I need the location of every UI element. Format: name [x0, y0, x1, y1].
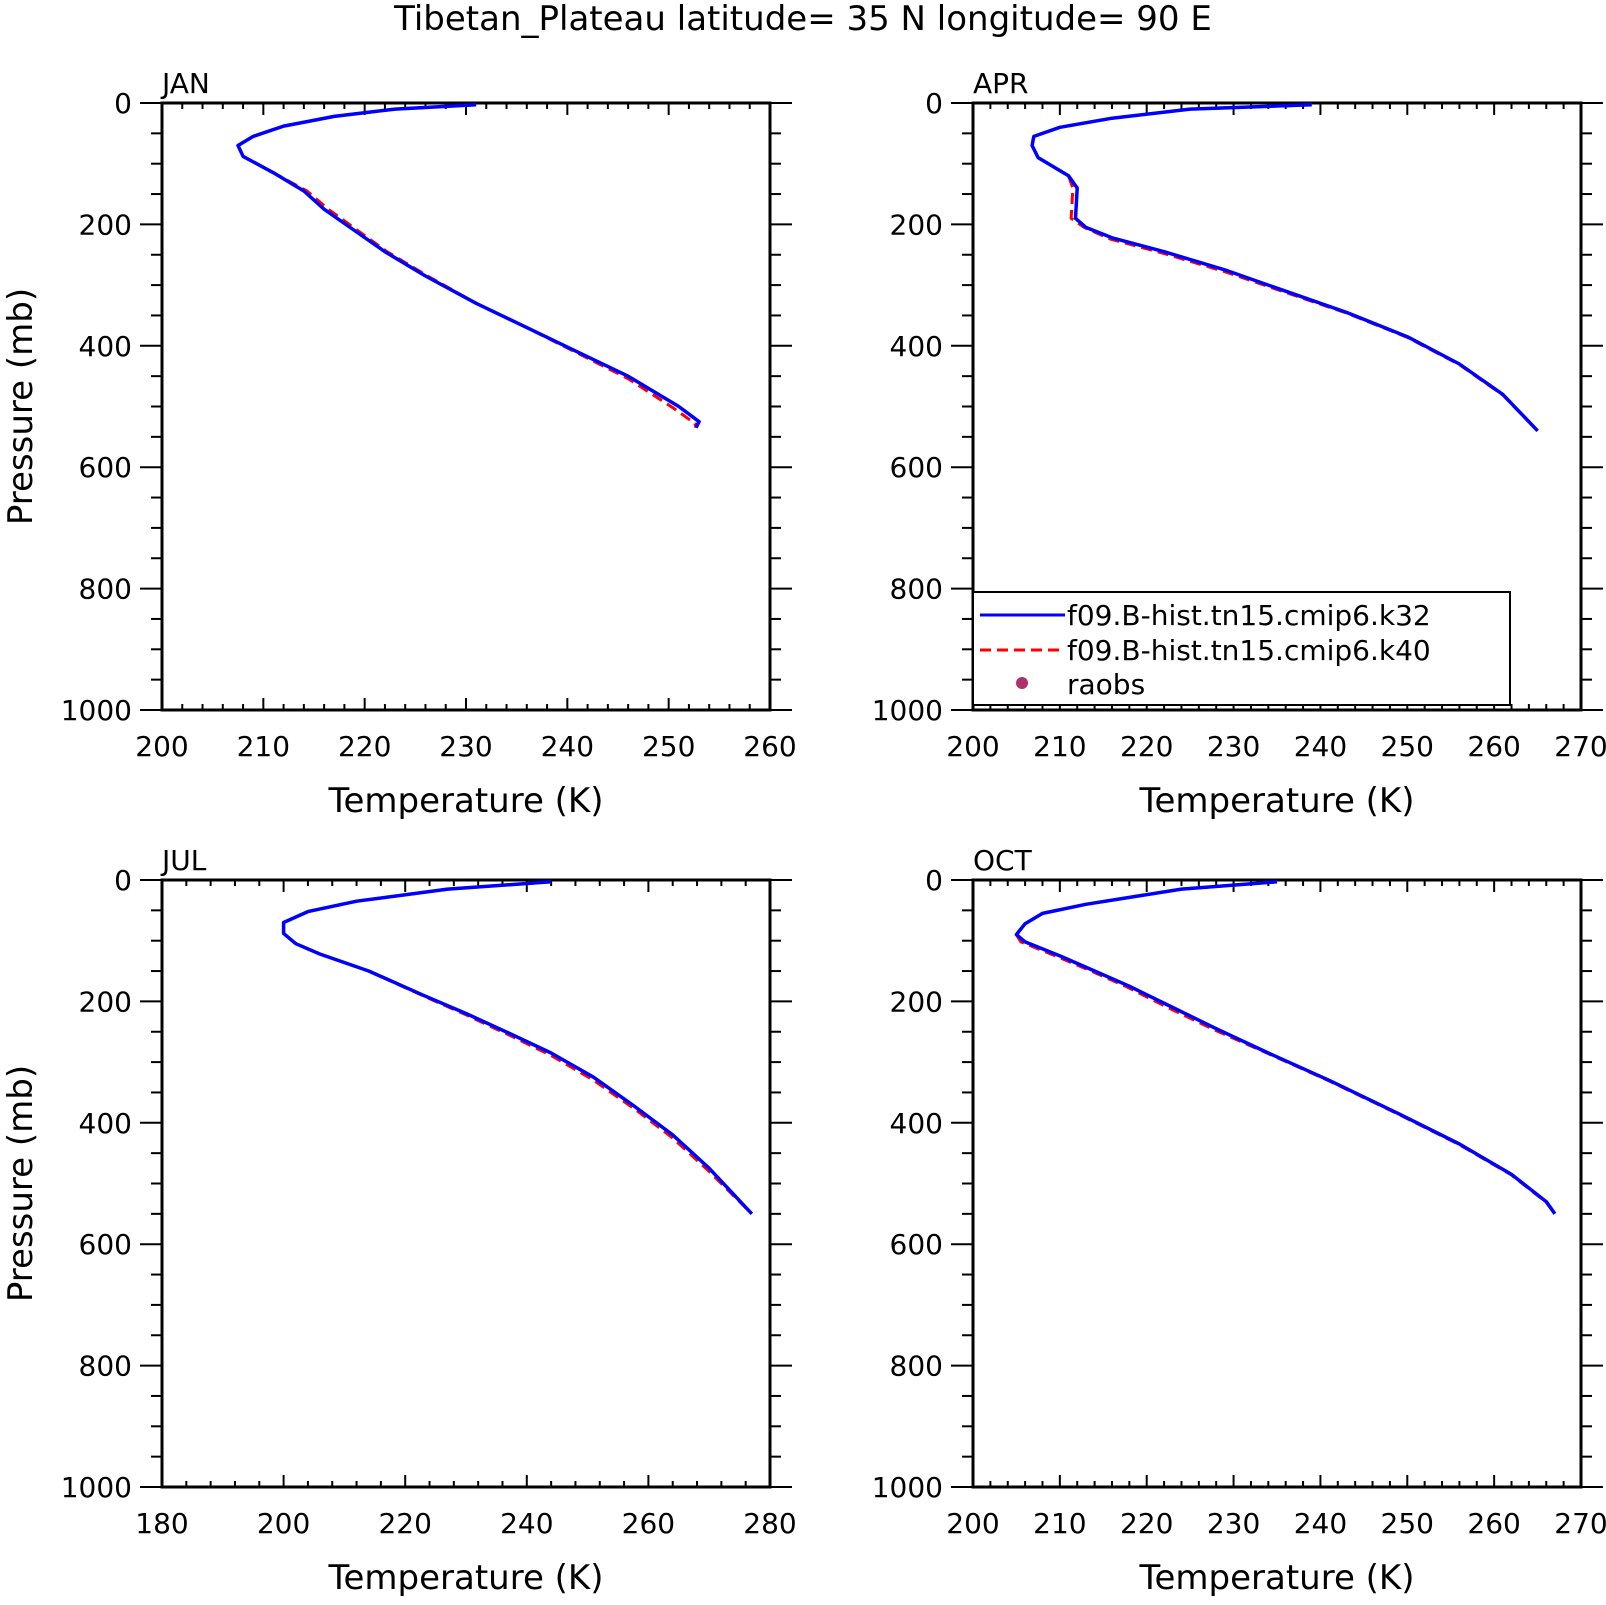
panels: JAN 200 210 220 230 240 250 260 0 200 400 600 800 100… — [1, 67, 1606, 1598]
y-tick-label: 0 — [114, 864, 132, 897]
y-tick-label: 0 — [925, 87, 943, 120]
x-tick-label: 180 — [135, 1507, 188, 1540]
x-axis-label: Temperature (K) — [1138, 1558, 1414, 1598]
y-tick-label: 1000 — [872, 1471, 943, 1504]
panel-label-oct: OCT — [973, 844, 1033, 877]
x-tick-label: 200 — [946, 730, 999, 763]
legend-label-raobs: raobs — [1067, 668, 1145, 701]
plot-frame-jul — [160, 878, 772, 1489]
x-tick-label: 220 — [378, 1507, 431, 1540]
series-line-k32 — [281, 880, 754, 1215]
x-tick-label: 210 — [237, 730, 290, 763]
x-tick-label: 270 — [1554, 1507, 1606, 1540]
x-axis-label: Temperature (K) — [1138, 781, 1414, 821]
x-tick-label: 240 — [541, 730, 594, 763]
y-tick-label: 800 — [79, 1350, 132, 1383]
x-tick-label: 220 — [338, 730, 391, 763]
y-tick-label: 400 — [890, 1107, 943, 1140]
series-line-k32 — [236, 103, 701, 429]
x-axis-label: Temperature (K) — [327, 1558, 603, 1598]
y-tick-label: 200 — [79, 208, 132, 241]
panel-apr: APR 200 210 220 230 240 250 260 270 0 200 400 600 800… — [872, 67, 1606, 821]
y-tick-label: 600 — [890, 451, 943, 484]
y-tick-label: 400 — [890, 330, 943, 363]
x-tick-label: 260 — [743, 730, 796, 763]
x-tick-label: 270 — [1554, 730, 1606, 763]
x-tick-label: 250 — [1381, 1507, 1434, 1540]
series-line-k40 — [1030, 103, 1539, 432]
y-tick-label: 800 — [890, 573, 943, 606]
y-tick-label: 600 — [79, 1228, 132, 1261]
x-axis-label: Temperature (K) — [327, 781, 603, 821]
series-line-k32 — [1030, 103, 1539, 433]
y-tick-label: 400 — [79, 330, 132, 363]
y-tick-label: 1000 — [61, 694, 132, 727]
y-tick-label: 800 — [79, 573, 132, 606]
panel-label-apr: APR — [973, 67, 1029, 100]
y-tick-label: 1000 — [872, 694, 943, 727]
panel-label-jan: JAN — [160, 67, 210, 100]
x-tick-label: 200 — [135, 730, 188, 763]
x-tick-label: 260 — [1467, 1507, 1520, 1540]
y-tick-label: 0 — [925, 864, 943, 897]
x-tick-label: 260 — [1467, 730, 1520, 763]
legend: f09.B-hist.tn15.cmip6.k32 f09.B-hist.tn1… — [972, 591, 1511, 706]
legend-swatch-raobs — [1016, 677, 1028, 689]
legend-label-k40: f09.B-hist.tn15.cmip6.k40 — [1067, 634, 1431, 667]
x-tick-label: 200 — [257, 1507, 310, 1540]
series-line-k40 — [236, 103, 698, 429]
x-tick-label: 220 — [1120, 1507, 1173, 1540]
y-tick-label: 200 — [890, 208, 943, 241]
series-line-k32 — [1014, 880, 1557, 1215]
y-tick-label: 800 — [890, 1350, 943, 1383]
x-tick-label: 230 — [1207, 1507, 1260, 1540]
x-tick-label: 280 — [743, 1507, 796, 1540]
x-tick-label: 240 — [500, 1507, 553, 1540]
legend-label-k32: f09.B-hist.tn15.cmip6.k32 — [1067, 599, 1431, 632]
x-tick-label: 220 — [1120, 730, 1173, 763]
plot-frame-oct — [971, 878, 1583, 1489]
x-tick-label: 200 — [946, 1507, 999, 1540]
panel-jan: JAN 200 210 220 230 240 250 260 0 200 400 600 800 100… — [1, 67, 797, 821]
y-tick-label: 0 — [114, 87, 132, 120]
x-tick-label: 230 — [439, 730, 492, 763]
y-tick-label: 1000 — [61, 1471, 132, 1504]
y-tick-label: 400 — [79, 1107, 132, 1140]
x-tick-label: 240 — [1294, 730, 1347, 763]
x-tick-label: 240 — [1294, 1507, 1347, 1540]
y-tick-label: 600 — [890, 1228, 943, 1261]
figure-title: Tibetan_Plateau latitude= 35 N longitude… — [393, 0, 1212, 39]
panel-label-jul: JUL — [160, 844, 207, 877]
y-tick-label: 200 — [79, 985, 132, 1018]
x-tick-label: 210 — [1033, 1507, 1086, 1540]
y-tick-label: 600 — [79, 451, 132, 484]
x-tick-label: 230 — [1207, 730, 1260, 763]
y-axis-label: Pressure (mb) — [1, 288, 41, 525]
series-line-k40 — [282, 880, 753, 1215]
x-tick-label: 250 — [642, 730, 695, 763]
panel-oct: OCT 200 210 220 230 240 250 260 270 0 200 400 600 800… — [872, 844, 1606, 1598]
x-tick-label: 250 — [1381, 730, 1434, 763]
panel-jul: JUL 180 200 220 240 260 280 0 200 400 600 800 1000 Te… — [1, 844, 797, 1598]
series-line-k40 — [1014, 880, 1557, 1215]
y-tick-label: 200 — [890, 985, 943, 1018]
x-tick-label: 210 — [1033, 730, 1086, 763]
y-axis-label: Pressure (mb) — [1, 1065, 41, 1302]
x-tick-label: 260 — [622, 1507, 675, 1540]
legend-box — [972, 591, 1511, 706]
